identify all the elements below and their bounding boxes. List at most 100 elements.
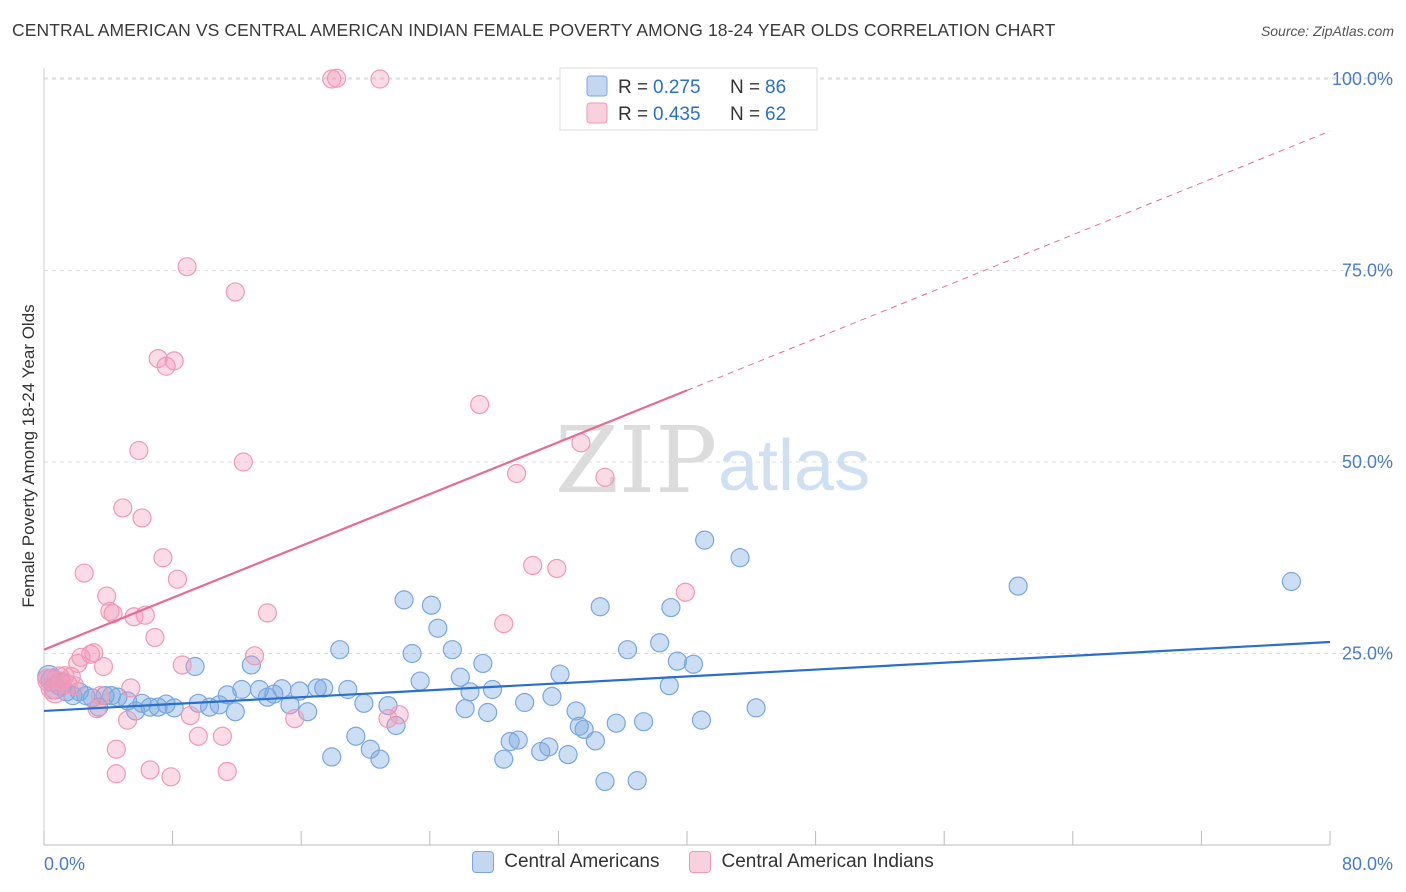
central-american-indians-point	[180, 705, 200, 726]
central-americans-point	[428, 618, 448, 638]
central-americans-point	[460, 682, 480, 702]
central-american-indians-point	[106, 764, 126, 784]
legend-item-central-american-indians[interactable]: Central American Indians	[689, 851, 934, 873]
central-americans-point	[627, 771, 647, 791]
watermark-atlas: atlas	[718, 426, 870, 506]
central-american-indians-point	[507, 463, 527, 484]
central-american-indians-point	[547, 558, 567, 579]
legend-n-value-blue: 86	[765, 77, 786, 98]
central-american-indians-point	[140, 760, 160, 780]
central-americans-point	[542, 686, 562, 706]
central-americans-point	[500, 731, 520, 752]
legend-item-central-americans[interactable]: Central Americans	[472, 851, 659, 873]
central-american-indians-point	[370, 69, 390, 89]
central-american-indians-point	[257, 603, 278, 623]
central-americans-point	[730, 548, 750, 568]
legend-swatch-blue	[472, 851, 495, 873]
central-american-indians-point	[244, 646, 265, 666]
central-americans-point	[478, 702, 498, 723]
central-americans-point	[386, 715, 406, 736]
series-central-american-indians	[37, 68, 695, 787]
central-american-indians-point	[161, 767, 181, 787]
central-american-indians-point	[188, 726, 208, 746]
legend-swatch-blue	[586, 75, 608, 97]
y-tick-label-25: 25.0%	[1342, 644, 1393, 664]
y-axis-label: Female Poverty Among 18-24 Year Olds	[19, 304, 38, 607]
central-americans-point	[330, 640, 350, 660]
central-americans-point	[494, 749, 514, 769]
central-americans-point	[232, 679, 252, 700]
central-american-indians-point	[167, 569, 188, 589]
central-american-indians-point	[93, 656, 114, 677]
legend-n-label-blue: N =	[730, 77, 760, 98]
trend-line-central-american-indians-extension	[686, 130, 1331, 391]
central-americans-point	[659, 676, 679, 696]
central-americans-point	[410, 671, 430, 691]
central-american-indians-point	[164, 351, 184, 371]
central-americans-point	[370, 749, 390, 769]
central-americans-point	[667, 651, 687, 671]
central-american-indians-point	[523, 555, 543, 576]
central-american-indians-point	[84, 643, 104, 663]
central-americans-point	[450, 667, 470, 687]
x-tick-label-min: 0.0%	[44, 854, 85, 874]
central-americans-point	[691, 710, 712, 730]
central-americans-point	[617, 640, 638, 660]
central-americans-point	[421, 595, 442, 615]
legend-label-central-american-indians: Central American Indians	[721, 851, 934, 872]
legend-top: R = 0.275 N = 86 R = 0.435 N = 62	[559, 67, 818, 131]
central-americans-point	[354, 693, 374, 713]
central-american-indians-point	[177, 257, 197, 277]
central-american-indians-point	[675, 582, 695, 602]
source-label: Source: ZipAtlas.com	[1260, 23, 1394, 39]
central-americans-point	[272, 679, 292, 699]
central-americans-point	[164, 698, 184, 718]
legend-box	[559, 67, 818, 131]
central-american-indians-point	[172, 655, 192, 675]
y-tick-labels: 25.0% 50.0% 75.0% 100.0%	[1332, 69, 1393, 664]
central-americans-point	[606, 713, 626, 733]
legend-n-value-pink: 62	[765, 104, 786, 125]
central-american-indians-point	[106, 739, 126, 759]
central-americans-point	[558, 745, 578, 765]
chart-title: CENTRAL AMERICAN VS CENTRAL AMERICAN IND…	[12, 20, 1056, 40]
legend-label-central-americans: Central Americans	[504, 851, 660, 872]
y-tick-label-100: 100.0%	[1332, 69, 1393, 89]
central-american-indians-point	[233, 452, 253, 472]
trend-line-central-american-indians	[43, 389, 688, 651]
central-americans-point	[661, 597, 681, 618]
central-americans-point	[140, 697, 160, 717]
central-americans-point	[482, 679, 503, 700]
central-americans-point	[1008, 576, 1028, 596]
central-americans-point	[1281, 571, 1302, 592]
central-american-indians-point	[494, 614, 514, 634]
central-americans-point	[217, 685, 237, 705]
central-americans-point	[539, 737, 559, 757]
legend-r-value-blue: 0.275	[653, 77, 701, 98]
central-american-indians-point	[378, 709, 398, 729]
central-americans-point	[455, 699, 475, 719]
central-american-indians-point	[470, 394, 490, 415]
central-american-indians-point	[97, 586, 117, 606]
y-tick-label-75: 75.0%	[1342, 261, 1393, 281]
central-americans-point	[633, 712, 654, 732]
legend-r-value-pink: 0.435	[653, 104, 701, 125]
central-american-indians-point	[389, 705, 409, 725]
central-american-indians-point	[90, 686, 110, 706]
legend-bottom: Central Americans Central American India…	[0, 851, 1406, 873]
central-americans-point	[322, 747, 342, 767]
series-central-americans	[37, 530, 1302, 792]
central-american-indians-point	[64, 676, 85, 696]
watermark-zip: ZIP	[555, 407, 717, 514]
central-american-indians-point	[100, 601, 120, 621]
central-american-indians-point	[285, 709, 305, 729]
central-americans-point	[590, 597, 610, 617]
central-american-indians-point	[326, 68, 347, 88]
central-american-indians-point	[113, 498, 133, 518]
central-american-indians-point	[212, 726, 233, 746]
central-americans-point	[650, 633, 670, 653]
central-americans-point	[550, 664, 570, 684]
central-american-indians-point	[153, 548, 173, 568]
central-americans-point	[346, 726, 366, 746]
central-american-indians-point	[225, 282, 245, 302]
